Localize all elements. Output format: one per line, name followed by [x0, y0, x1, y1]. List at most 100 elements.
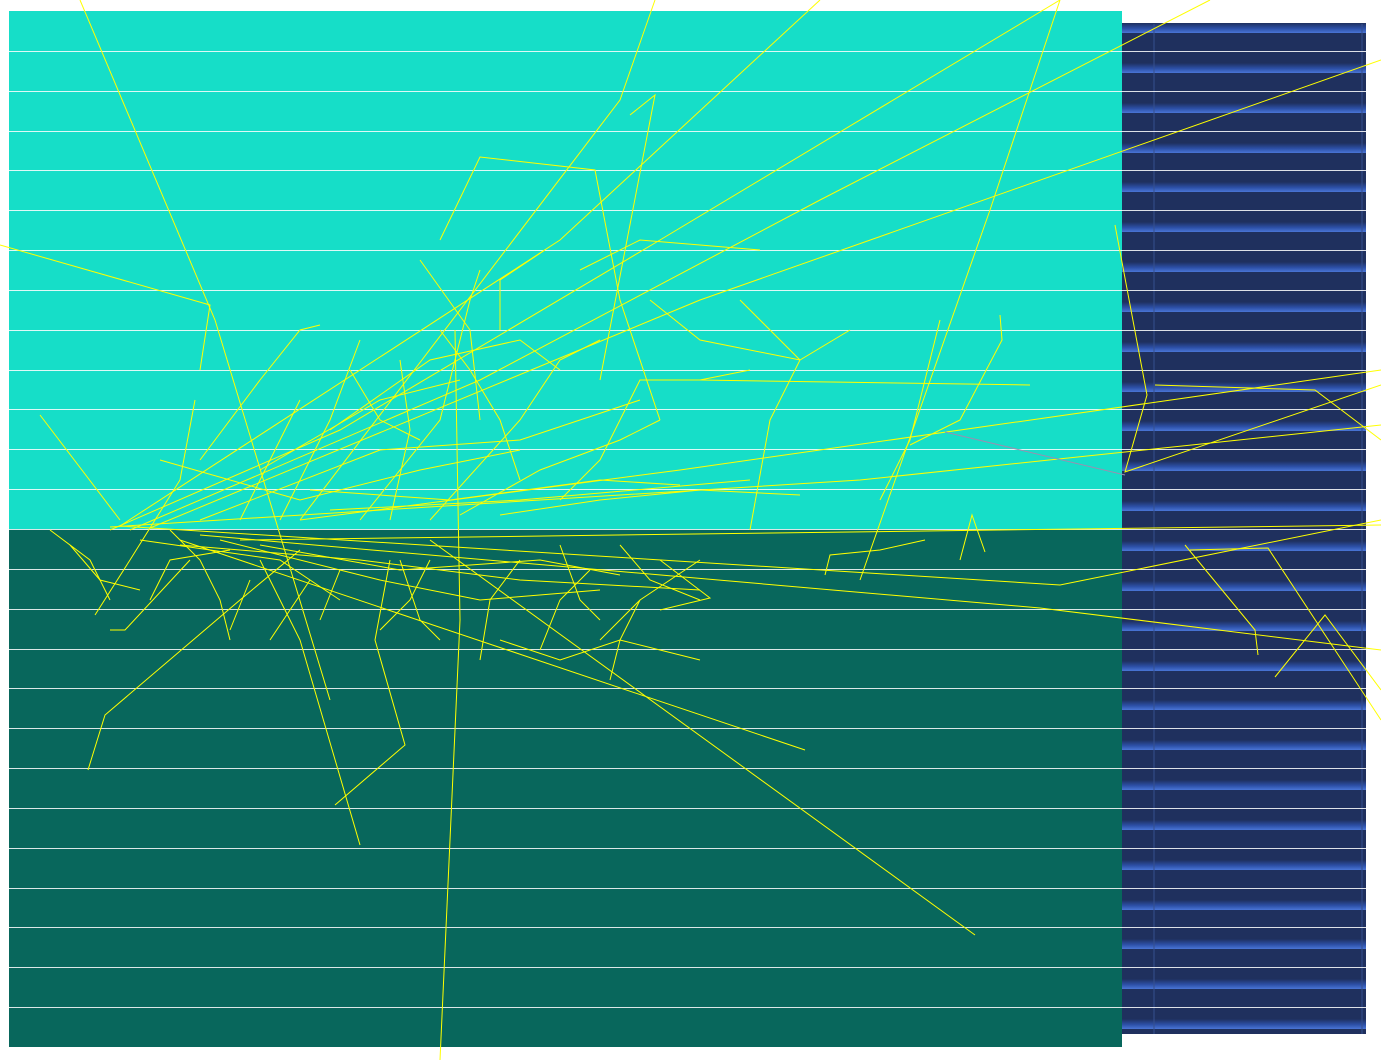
track	[149, 549, 231, 601]
track	[559, 544, 601, 621]
track	[1274, 614, 1381, 691]
side-panel-band	[1122, 900, 1366, 910]
track	[109, 424, 1381, 528]
track	[169, 529, 231, 641]
side-panel-band	[1122, 262, 1366, 272]
side-panel-band	[1122, 23, 1366, 33]
track	[439, 156, 661, 421]
track	[429, 539, 976, 936]
lower-detector-block	[9, 529, 1122, 1047]
track	[619, 544, 701, 601]
side-panel-band	[1122, 182, 1366, 192]
track	[429, 339, 601, 521]
side-panel-band	[1122, 621, 1366, 631]
side-panel-band	[1122, 222, 1366, 232]
track	[119, 519, 1381, 586]
track	[259, 379, 461, 471]
track	[279, 339, 361, 521]
track	[79, 0, 331, 701]
track	[229, 579, 251, 631]
side-panel-band	[1122, 700, 1366, 710]
side-panel-band	[1122, 740, 1366, 750]
track	[299, 369, 1381, 521]
detector-slice-lines	[9, 51, 1366, 1008]
track	[1189, 547, 1381, 721]
track	[499, 249, 546, 330]
track	[479, 559, 521, 661]
track	[909, 314, 1003, 446]
track	[609, 599, 641, 681]
track	[559, 369, 751, 501]
track	[39, 414, 121, 521]
side-panel-band	[1122, 501, 1366, 511]
side-panel-band	[1122, 342, 1366, 352]
side-panel-band	[1122, 939, 1366, 949]
track	[579, 239, 761, 271]
track	[419, 259, 481, 421]
track	[599, 93, 656, 381]
side-panel-band	[1122, 461, 1366, 471]
track	[239, 524, 1381, 541]
side-panel-band	[1122, 780, 1366, 790]
track	[259, 544, 621, 576]
track	[1154, 384, 1381, 441]
track	[199, 324, 321, 461]
side-panel-band	[1122, 979, 1366, 989]
upper-detector-block	[9, 11, 1122, 529]
side-panel-band	[1122, 63, 1366, 73]
side-panel-band	[1122, 421, 1366, 431]
track	[349, 369, 421, 441]
side-panel-band	[1122, 820, 1366, 830]
track	[459, 419, 661, 516]
track	[499, 489, 801, 516]
side-panel-band	[1122, 1019, 1366, 1029]
track	[319, 569, 341, 621]
track	[109, 0, 1061, 531]
track	[699, 379, 1031, 386]
track	[1184, 544, 1259, 656]
secondary-track	[944, 431, 1126, 476]
track	[199, 534, 1381, 651]
track	[659, 559, 712, 611]
track	[329, 339, 561, 431]
track	[239, 399, 301, 521]
side-panel-band	[1122, 382, 1366, 392]
track	[539, 569, 591, 651]
track	[179, 539, 806, 751]
side-panel-bands	[1122, 23, 1366, 1029]
track	[439, 329, 521, 481]
track	[959, 513, 986, 561]
track	[129, 0, 1211, 531]
track	[269, 579, 311, 641]
side-panel-band	[1122, 302, 1366, 312]
side-panel-band	[1122, 581, 1366, 591]
track	[1114, 224, 1381, 473]
track	[199, 399, 641, 521]
track	[94, 399, 196, 616]
track	[0, 244, 211, 371]
track	[149, 59, 1381, 529]
track	[739, 299, 801, 531]
track	[379, 559, 431, 631]
track	[359, 269, 481, 521]
track	[439, 329, 461, 1060]
track	[879, 319, 941, 501]
track	[159, 449, 521, 501]
side-panel-band	[1122, 541, 1366, 551]
track	[334, 559, 406, 806]
track	[499, 639, 701, 661]
track	[259, 559, 361, 846]
track	[389, 359, 411, 521]
track	[87, 549, 301, 771]
track	[219, 539, 601, 601]
track	[824, 539, 926, 576]
track	[119, 0, 821, 527]
track	[110, 559, 191, 631]
track	[649, 299, 851, 361]
track	[859, 0, 1061, 581]
side-panel-band	[1122, 860, 1366, 870]
track	[299, 0, 656, 521]
side-panel-band	[1122, 143, 1366, 153]
